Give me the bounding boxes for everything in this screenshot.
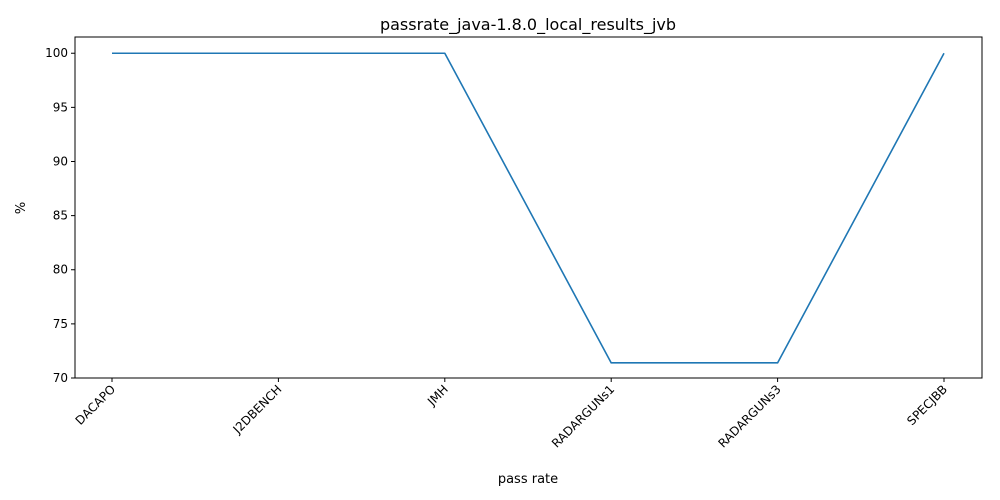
plot-frame	[74, 36, 983, 379]
x-tick-label: DACAPO	[73, 382, 118, 427]
y-tick-label: 95	[53, 100, 68, 114]
x-tick-label: RADARGUNs3	[715, 382, 783, 450]
series-line-0	[112, 52, 945, 364]
x-tick-label: J2DBENCH	[230, 382, 285, 437]
x-axis-label: pass rate	[498, 472, 558, 487]
x-tick-label: RADARGUNs1	[549, 382, 617, 450]
y-tick-label: 75	[53, 317, 68, 331]
x-axis: DACAPO J2DBENCH JMH RADARGUNs1 RADARGUNs3 SPE…	[73, 378, 950, 451]
y-axis: 70 75 80 85 90 95 100	[45, 46, 75, 385]
y-tick-label: 90	[53, 154, 68, 168]
y-tick-label: 85	[53, 209, 68, 223]
chart-title: passrate_java-1.8.0_local_results_jvb	[380, 15, 676, 35]
y-axis-label: %	[14, 202, 29, 214]
y-tick-label: 70	[53, 371, 68, 385]
x-tick-label: SPECJBB	[904, 382, 950, 428]
x-tick-label: JMH	[424, 382, 451, 409]
plot-area	[74, 36, 983, 379]
y-tick-label: 80	[53, 263, 68, 277]
y-tick-label: 100	[45, 46, 68, 60]
